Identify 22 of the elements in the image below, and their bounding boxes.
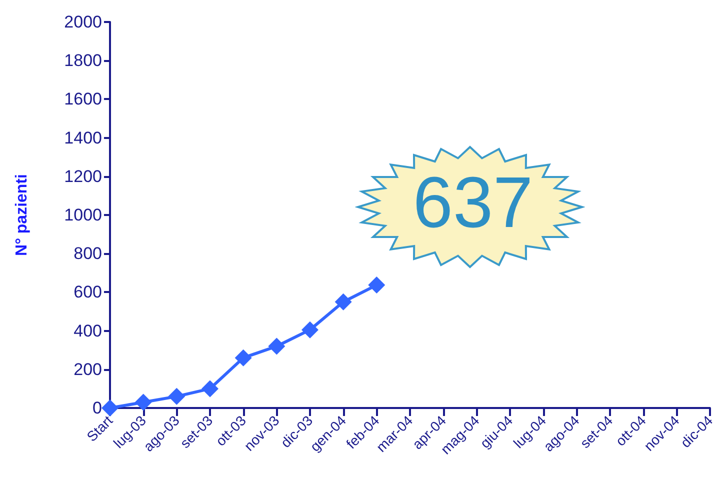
y-axis-title: N° pazienti [14, 174, 30, 256]
point [301, 321, 318, 338]
y-tick-label: 1000 [64, 206, 102, 224]
y-tick-label: 400 [74, 321, 102, 340]
y-tick-label: 200 [74, 360, 102, 379]
y-tick-label: 800 [74, 244, 102, 264]
point [201, 380, 218, 398]
y-tick-label: 1200 [64, 166, 102, 186]
point [368, 276, 386, 294]
y-tick-label: 1800 [64, 51, 102, 70]
point [234, 349, 252, 366]
point [168, 388, 186, 405]
point [268, 338, 286, 355]
point [134, 394, 152, 411]
annotation: 637 [412, 163, 534, 243]
point [102, 400, 118, 416]
point [334, 293, 352, 310]
y-tick-label: 2000 [64, 12, 102, 32]
y-tick-label: 600 [74, 282, 102, 302]
y-tick-label: 0 [92, 398, 102, 418]
y-tick-label: 1400 [64, 128, 102, 148]
y-tick-label: 1600 [64, 90, 102, 109]
